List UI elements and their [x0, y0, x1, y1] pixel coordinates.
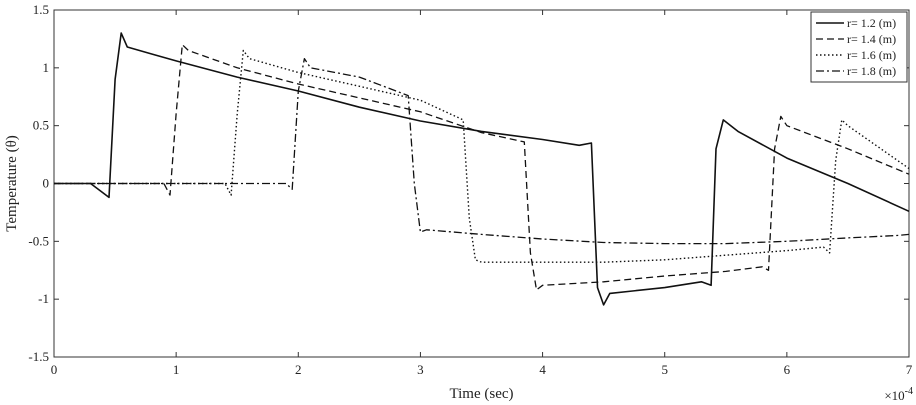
series-line-3 [54, 49, 910, 263]
y-axis-title: Temperature (θ) [4, 135, 20, 232]
legend-label-2: r= 1.4 (m) [847, 32, 896, 46]
y-tick-label: 0 [43, 176, 50, 191]
y-tick-label: -1 [38, 291, 49, 306]
y-tick-label: 0.5 [33, 118, 49, 133]
x-tick-label: 7 [906, 362, 913, 377]
x-multiplier-label: ×10-4 [884, 386, 913, 403]
y-tick-label: -1.5 [28, 349, 49, 364]
y-tick-label: -0.5 [28, 233, 49, 248]
x-tick-label: 5 [661, 362, 668, 377]
legend-label-3: r= 1.6 (m) [847, 48, 896, 62]
y-tick-label: 1.5 [33, 2, 49, 17]
y-tick-label: 1 [43, 60, 50, 75]
series-line-4 [54, 57, 910, 245]
x-tick-label: 6 [784, 362, 791, 377]
legend-label-4: r= 1.8 (m) [847, 64, 896, 78]
x-tick-label: 2 [295, 362, 302, 377]
series-line-1 [54, 32, 910, 306]
x-tick-label: 3 [417, 362, 424, 377]
x-tick-label: 4 [539, 362, 546, 377]
x-tick-label: 1 [173, 362, 180, 377]
series-line-2 [54, 44, 910, 291]
legend-label-1: r= 1.2 (m) [847, 16, 896, 30]
x-tick-label: 0 [51, 362, 58, 377]
x-axis-title: Time (sec) [449, 386, 513, 402]
